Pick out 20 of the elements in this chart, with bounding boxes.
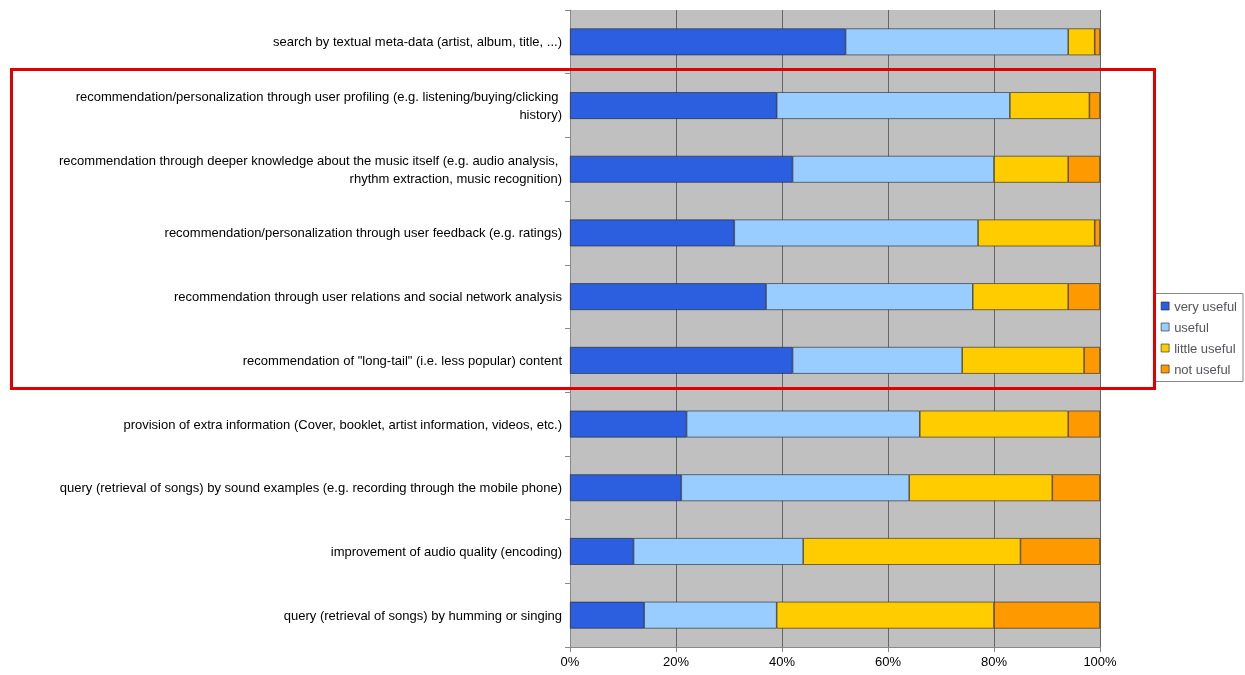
y-tick-label: provision of extra information (Cover, booklet, artist information, videos, etc.) [123, 416, 562, 432]
legend-label: little useful [1174, 340, 1236, 356]
y-tick-label: recommendation through user relations and social network analysis [173, 289, 563, 305]
x-tick-label: 100% [1083, 654, 1118, 669]
y-tick-label: query (retrieval of songs) by humming or singing [283, 607, 562, 623]
y-tick-label: improvement of audio quality (encoding) [330, 543, 562, 559]
y-tick-label: query (retrieval of songs) by sound examples (e.g. recording through the mobile phone) [59, 480, 562, 496]
x-tick-label: 20% [662, 654, 690, 669]
legend-label: not useful [1174, 361, 1231, 377]
y-tick-label: recommendation/personalization through user profiling (e.g. listening/buying/clicking history) [75, 89, 562, 123]
y-tick-label: search by textual meta-data (artist, album, title, ...) [272, 34, 562, 50]
y-tick-label: recommendation/personalization through user feedback (e.g. ratings) [164, 225, 562, 241]
y-tick-label: recommendation through deeper knowledge about the music itself (e.g. audio analysis, rhythm extraction, music recognition) [59, 152, 562, 186]
x-tick-label: 60% [874, 654, 902, 669]
x-tick-label: 40% [768, 654, 796, 669]
y-tick-label: recommendation of "long-tail" (i.e. less popular) content [242, 352, 563, 368]
legend-label: very useful [1174, 298, 1238, 314]
x-tick-label: 0% [560, 654, 580, 669]
x-tick-label: 80% [980, 654, 1008, 669]
legend-label: useful [1174, 319, 1209, 335]
